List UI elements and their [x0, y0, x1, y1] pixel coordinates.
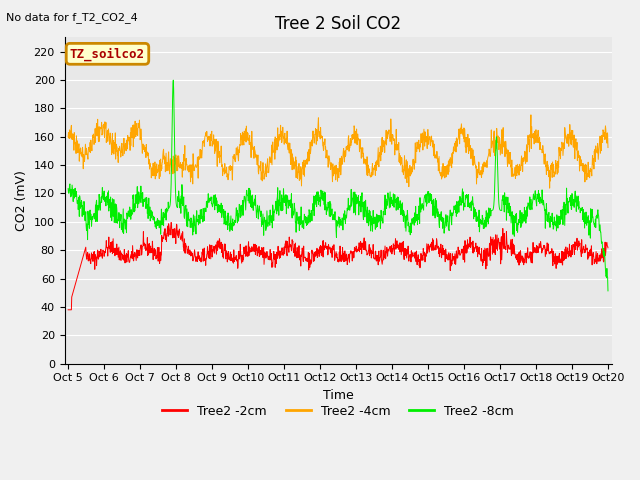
Title: Tree 2 Soil CO2: Tree 2 Soil CO2 — [275, 15, 401, 33]
Text: No data for f_T2_CO2_4: No data for f_T2_CO2_4 — [6, 12, 138, 23]
Text: TZ_soilco2: TZ_soilco2 — [70, 47, 145, 60]
X-axis label: Time: Time — [323, 389, 353, 402]
Legend: Tree2 -2cm, Tree2 -4cm, Tree2 -8cm: Tree2 -2cm, Tree2 -4cm, Tree2 -8cm — [157, 400, 519, 423]
Y-axis label: CO2 (mV): CO2 (mV) — [15, 170, 28, 231]
